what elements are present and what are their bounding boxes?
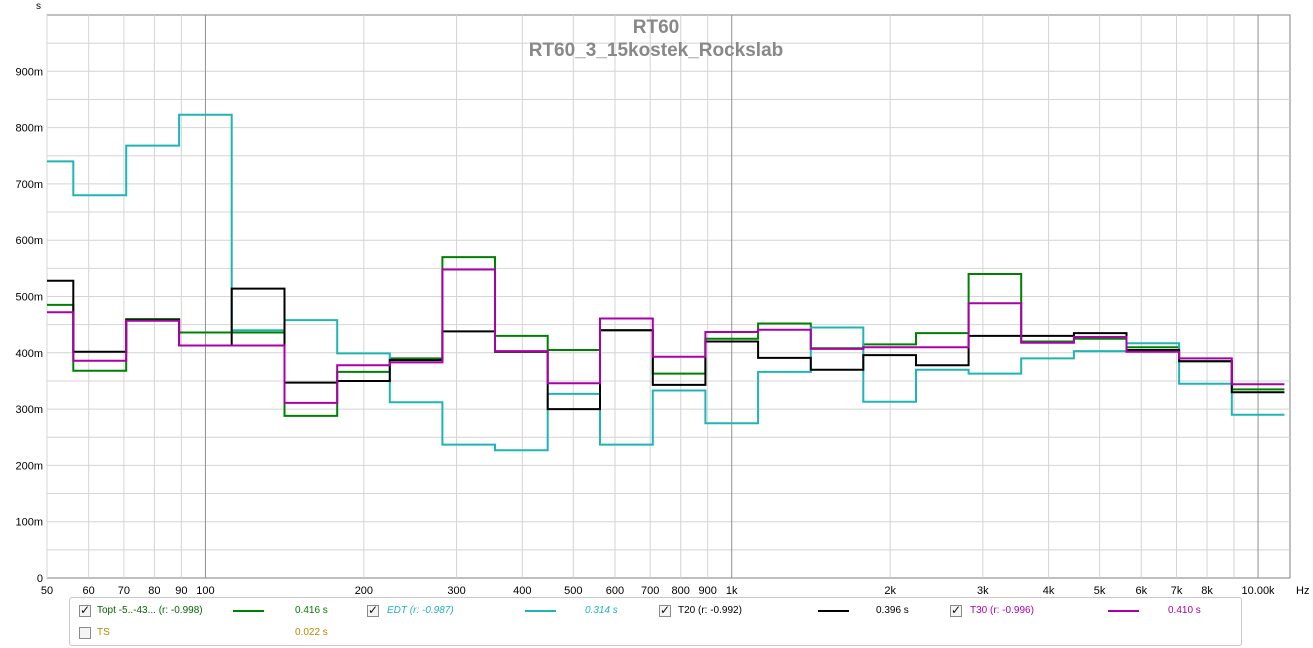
x-tick-label: 2k — [884, 585, 896, 596]
legend-value-t20: 0.396 s — [876, 605, 909, 616]
x-tick-label: 10.00k — [1242, 585, 1276, 596]
tick-labels: 0 100m 200m 300m 400m 500m 600m 700m 800m 900m 50 6… — [15, 66, 1275, 596]
legend-value-ts: 0.022 s — [295, 627, 328, 638]
x-tick-label: 300 — [447, 585, 465, 596]
legend-swatch-t30 — [1108, 610, 1139, 612]
x-tick-label: 50 — [41, 585, 53, 596]
x-tick-label: 500 — [564, 585, 582, 596]
x-tick-label: 8k — [1201, 585, 1213, 596]
rt60-chart: 0 100m 200m 300m 400m 500m 600m 700m 800m 900m 50 6… — [15, 1, 1309, 596]
y-tick-label: 500m — [15, 292, 43, 304]
y-tick-label: 700m — [15, 179, 43, 191]
x-tick-label: 700 — [641, 585, 659, 596]
y-tick-label: 100m — [15, 517, 43, 529]
y-tick-label: 900m — [15, 66, 43, 78]
y-tick-label: 400m — [15, 348, 43, 360]
grid — [46, 15, 1290, 578]
x-tick-label: 80 — [148, 585, 160, 596]
x-tick-label: 70 — [118, 585, 130, 596]
legend-label-t30: T30 (r: -0.996) — [970, 605, 1034, 616]
legend-checkbox-topt[interactable] — [79, 603, 91, 617]
legend-checkbox-edt[interactable] — [367, 603, 379, 617]
legend-checkbox-t20[interactable] — [659, 603, 671, 617]
legend-value-edt: 0.314 s — [585, 605, 618, 616]
legend-value-t30: 0.410 s — [1168, 605, 1201, 616]
chart-title: RT60 — [633, 17, 679, 38]
legend-label-edt: EDT (r: -0.987) — [387, 605, 454, 616]
legend-label-t20: T20 (r: -0.992) — [678, 605, 742, 616]
y-tick-label: 200m — [15, 460, 43, 472]
legend-checkbox-ts[interactable] — [79, 627, 91, 639]
legend-swatch-edt — [525, 610, 556, 612]
y-tick-label: 0 — [37, 573, 43, 585]
series-line-t30 — [47, 268, 1285, 404]
x-tick-label: 7k — [1171, 585, 1183, 596]
legend-label-topt: Topt -5..-43... (r: -0.998) — [97, 605, 203, 616]
x-tick-label: 4k — [1043, 585, 1055, 596]
legend-label-ts: TS — [97, 627, 110, 638]
x-tick-label: 3k — [977, 585, 989, 596]
legend-swatch-t20 — [818, 610, 849, 612]
y-tick-label: 800m — [15, 123, 43, 135]
series-lines — [47, 113, 1285, 452]
x-tick-label: 900 — [698, 585, 716, 596]
x-tick-label: 1k — [726, 585, 738, 596]
x-tick-label: 5k — [1094, 585, 1106, 596]
x-tick-label: 90 — [175, 585, 187, 596]
legend-value-topt: 0.416 s — [295, 605, 328, 616]
y-tick-label: 300m — [15, 404, 43, 416]
x-tick-label: 800 — [672, 585, 690, 596]
x-tick-label: 60 — [83, 585, 95, 596]
x-tick-label: 6k — [1135, 585, 1147, 596]
x-tick-label: 200 — [355, 585, 373, 596]
legend-swatch-topt — [233, 610, 264, 612]
y-tick-label: 600m — [15, 235, 43, 247]
x-tick-label: 600 — [606, 585, 624, 596]
x-tick-label: 400 — [513, 585, 531, 596]
x-unit-label: Hz — [1296, 585, 1309, 596]
y-unit-label: s — [36, 1, 41, 12]
legend-panel: Topt -5..-43... (r: -0.998) 0.416 s EDT (r… — [69, 597, 1242, 646]
x-tick-label: 100 — [196, 585, 214, 596]
legend-checkbox-t30[interactable] — [950, 603, 962, 617]
chart-subtitle: RT60_3_15kostek_Rockslab — [529, 40, 784, 61]
